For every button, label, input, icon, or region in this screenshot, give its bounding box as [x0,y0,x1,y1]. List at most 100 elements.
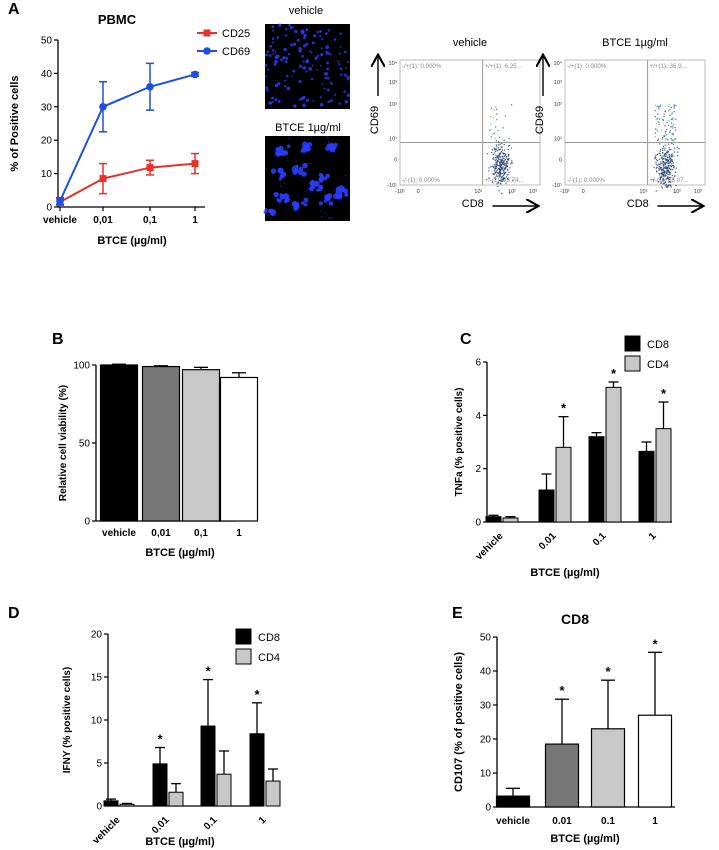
significance-star: * [205,664,211,679]
flow-event [503,177,505,180]
flow-event [492,165,495,168]
cell-dot [320,215,323,218]
cell-dot [293,104,297,108]
flow-event [505,176,508,178]
cell-dot [265,75,268,78]
flow-event [500,171,502,174]
flow-event [668,154,671,156]
x-axis-title: BTCE (µg/ml) [145,547,215,559]
cell-dot [323,87,326,90]
flow-event [667,176,669,178]
flow-event [664,172,666,174]
cell-dot [320,47,323,50]
flow-event [502,157,505,160]
flow-event [657,164,659,166]
x-tick-label: 1 [257,814,269,826]
flow-event [672,123,675,125]
cell-dot [267,68,270,71]
flow-event [668,184,670,186]
data-point [56,197,64,205]
y-tick-label: 0 [485,803,491,814]
flow-event [662,119,665,121]
flow-event [665,170,668,172]
x-tick-label: 1 [647,530,659,542]
panel-a-line-chart: 0 10 20 30 40 50 % of Positive cells vehicle 0,0… [9,12,250,247]
flow-event [667,166,669,168]
flow-event [659,176,662,179]
cell-cluster-dot [303,202,308,207]
cell-dot [319,35,322,38]
flow-event [662,122,664,124]
cell-dot [326,136,329,138]
bar-cd4 [555,446,572,523]
y-axis-title: Relative cell viability (%) [58,385,69,501]
flow-event [668,110,670,112]
cell-dot [280,185,282,187]
cell-dot [343,90,346,93]
cell-dot [290,43,294,47]
flow-event [495,140,497,142]
cell-cluster-dot [273,191,279,198]
cell-cluster-dot [307,142,313,147]
flow-event [672,124,675,126]
legend-label: CD69 [222,46,250,58]
y-tick-label: 5 [96,759,102,770]
bar-cd8 [152,763,168,807]
flow-event [671,112,673,114]
x-axis-title: BTCE (µg/ml) [145,836,215,848]
flow-event [664,158,667,160]
flow-event [498,149,500,151]
cell-dot [333,190,335,192]
cell-dot [308,66,313,71]
flow-event [500,176,503,179]
flow-event [501,172,504,175]
flow-event [654,109,656,112]
bar-cd4 [502,517,519,523]
flow-event [507,169,509,172]
flow-y-tick: 10³ [554,80,562,86]
cell-dot [317,54,320,57]
flow-event [663,115,665,118]
cell-dot [305,98,309,102]
cell-dot [286,86,291,91]
flow-event [657,180,660,183]
y-tick-label: 10 [91,716,103,727]
flow-event [665,186,668,188]
cell-dot [308,50,311,52]
flow-event [670,159,672,161]
flow-event [488,177,490,179]
x-axis-title: BTCE (µg/ml) [530,567,600,579]
flow-event [653,166,655,169]
flow-event [662,159,664,161]
cell-dot [280,58,284,62]
flow-event [667,162,669,164]
flow-y-title: CD69 [534,106,546,134]
significance-star: * [559,683,565,698]
data-point [146,164,154,172]
bar-cd8 [638,450,655,523]
flow-event [508,192,511,194]
flow-event [496,118,498,121]
cell-dot [343,50,347,54]
flow-x-tick: 10¹ [639,189,647,195]
flow-event [668,148,671,151]
cell-dot [285,202,288,204]
flow-event [495,174,498,176]
flow-event [497,168,499,171]
flow-event [673,151,675,153]
flow-event [493,170,496,172]
cell-dot [283,47,287,52]
flow-event [494,126,497,128]
cell-cluster-dot [284,150,288,154]
flow-event [494,156,497,159]
bar-cd8 [538,489,555,523]
flow-event [663,167,666,169]
flow-event [504,115,507,117]
flow-event [664,132,667,134]
y-tick-label: 20 [41,136,53,147]
cell-dot [325,50,327,53]
flow-event [664,174,667,176]
flow-event [496,113,498,115]
cell-dot [306,169,309,171]
significance-star: * [561,401,567,416]
